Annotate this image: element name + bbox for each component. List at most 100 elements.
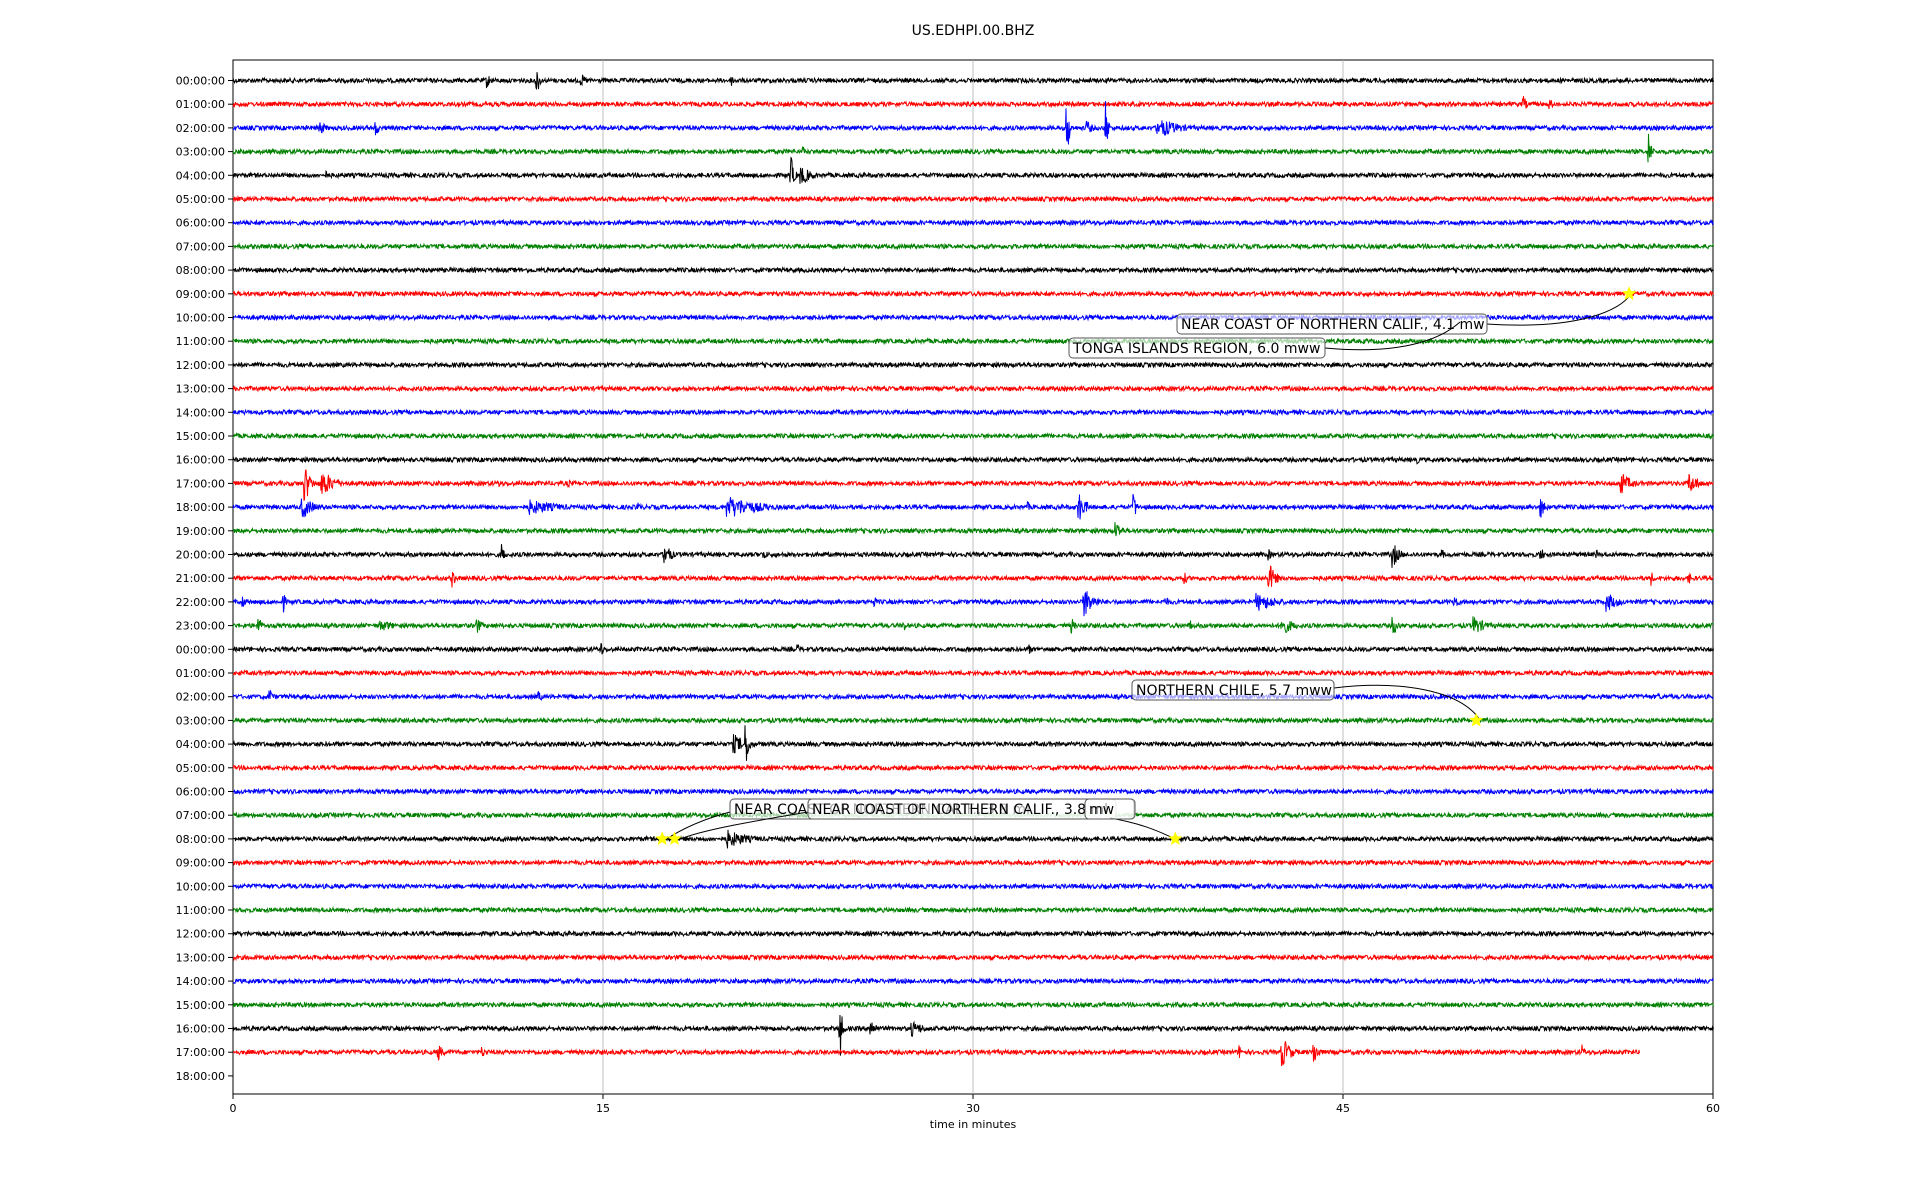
- row-time-label: 18:00:00: [176, 1070, 225, 1083]
- seismic-trace: [232, 591, 1714, 617]
- row-time-label: 03:00:00: [176, 146, 225, 159]
- event-label-box: [1068, 337, 1326, 359]
- row-time-label: 21:00:00: [176, 572, 225, 585]
- seismic-trace: [232, 289, 1714, 298]
- row-time-label: 01:00:00: [176, 667, 225, 680]
- row-time-label: 16:00:00: [176, 1023, 225, 1036]
- chart-title: US.EDHPI.00.BHZ: [912, 23, 1035, 39]
- row-time-label: 17:00:00: [176, 1046, 225, 1059]
- row-time-label: 08:00:00: [176, 833, 225, 846]
- seismic-trace: [232, 763, 1714, 772]
- seismic-trace: [232, 96, 1714, 109]
- event-label: mw: [1089, 802, 1114, 818]
- row-time-label: 00:00:00: [176, 75, 225, 88]
- row-time-label: 10:00:00: [176, 312, 225, 325]
- seismic-trace: [232, 156, 1714, 184]
- x-tick-label: 45: [1336, 1102, 1350, 1115]
- seismic-trace: [232, 101, 1714, 145]
- seismic-trace: [232, 953, 1714, 962]
- x-tick-label: 30: [966, 1102, 980, 1115]
- event-label: NEAR COAST OF NORTHERN CALIF., 3.8 ml: [812, 802, 1108, 818]
- row-time-label: 02:00:00: [176, 122, 225, 135]
- row-time-label: 16:00:00: [176, 454, 225, 467]
- seismic-trace: [232, 266, 1714, 275]
- seismic-trace: [232, 716, 1714, 725]
- event-connector: [677, 811, 809, 841]
- seismic-trace: [232, 690, 1714, 701]
- seismic-trace: [232, 643, 1714, 655]
- row-time-label: 14:00:00: [176, 975, 225, 988]
- row-time-label: 11:00:00: [176, 335, 225, 348]
- row-time-label: 04:00:00: [176, 169, 225, 182]
- seismic-trace: [232, 337, 1714, 346]
- event-star-icon: [1167, 831, 1183, 846]
- row-time-label: 13:00:00: [176, 383, 225, 396]
- event-star-icon: [1468, 712, 1484, 727]
- seismic-trace: [232, 360, 1714, 369]
- row-time-label: 12:00:00: [176, 359, 225, 372]
- row-time-label: 09:00:00: [176, 288, 225, 301]
- event-label-box: [1176, 313, 1488, 335]
- seismic-trace: [232, 493, 1714, 520]
- event-label: TONGA ISLANDS REGION, 6.0 mww: [1072, 341, 1320, 357]
- row-time-label: 11:00:00: [176, 904, 225, 917]
- seismic-trace: [232, 133, 1714, 163]
- seismic-trace: [232, 882, 1714, 891]
- row-time-label: 15:00:00: [176, 430, 225, 443]
- seismic-trace: [232, 72, 1714, 91]
- seismic-trace: [232, 1014, 1714, 1056]
- row-time-label: 22:00:00: [176, 596, 225, 609]
- row-time-label: 03:00:00: [176, 714, 225, 727]
- seismic-trace: [232, 242, 1714, 251]
- row-time-label: 00:00:00: [176, 643, 225, 656]
- event-label: NORTHERN CHILE, 5.7 mww: [1136, 683, 1332, 699]
- event-label-box: [1131, 679, 1335, 701]
- seismic-trace: [232, 431, 1714, 441]
- row-time-label: 06:00:00: [176, 217, 225, 230]
- event-connector: [1324, 321, 1461, 351]
- event-star-icon: [1621, 286, 1637, 301]
- seismic-trace: [232, 1041, 1640, 1067]
- event-label-box: [1084, 798, 1136, 820]
- seismic-trace: [232, 725, 1714, 761]
- seismic-trace: [232, 668, 1714, 678]
- row-time-label: 14:00:00: [176, 406, 225, 419]
- row-time-label: 13:00:00: [176, 951, 225, 964]
- row-time-label: 18:00:00: [176, 501, 225, 514]
- seismic-trace: [232, 565, 1714, 588]
- row-time-label: 01:00:00: [176, 98, 225, 111]
- row-time-label: 05:00:00: [176, 762, 225, 775]
- x-axis-label: time in minutes: [930, 1118, 1017, 1131]
- event-star-icon: [654, 831, 670, 846]
- x-tick-label: 15: [596, 1102, 610, 1115]
- seismic-trace: [232, 455, 1714, 465]
- event-connector: [1333, 684, 1481, 721]
- row-time-label: 07:00:00: [176, 809, 225, 822]
- seismic-trace: [232, 218, 1714, 227]
- event-connector: [1486, 294, 1631, 326]
- seismic-trace: [232, 544, 1714, 568]
- seismic-trace: [232, 616, 1714, 634]
- seismic-trace: [232, 522, 1714, 537]
- row-time-label: 09:00:00: [176, 857, 225, 870]
- row-time-label: 15:00:00: [176, 999, 225, 1012]
- row-time-label: 19:00:00: [176, 525, 225, 538]
- x-axis-ticks: 0 15 30 45 60: [230, 1094, 1720, 1115]
- row-time-label: 12:00:00: [176, 928, 225, 941]
- seismic-trace: [232, 194, 1714, 204]
- row-labels: 00:00:00 01:00:00 02:00:00 03:00:00 04:00:00…: [176, 75, 233, 1083]
- seismic-trace: [232, 829, 1714, 849]
- row-time-label: 06:00:00: [176, 786, 225, 799]
- row-time-label: 10:00:00: [176, 880, 225, 893]
- seismic-trace: [232, 1000, 1714, 1009]
- row-time-label: 23:00:00: [176, 620, 225, 633]
- seismic-trace: [232, 905, 1714, 915]
- event-label: NEAR COAST OF NORTHERN CALIF., 4.1 mw: [1181, 317, 1485, 333]
- row-time-label: 05:00:00: [176, 193, 225, 206]
- x-tick-label: 60: [1706, 1102, 1720, 1115]
- row-time-label: 08:00:00: [176, 264, 225, 277]
- event-star-icon: [667, 831, 682, 846]
- seismic-trace: [232, 858, 1714, 867]
- row-time-label: 07:00:00: [176, 240, 225, 253]
